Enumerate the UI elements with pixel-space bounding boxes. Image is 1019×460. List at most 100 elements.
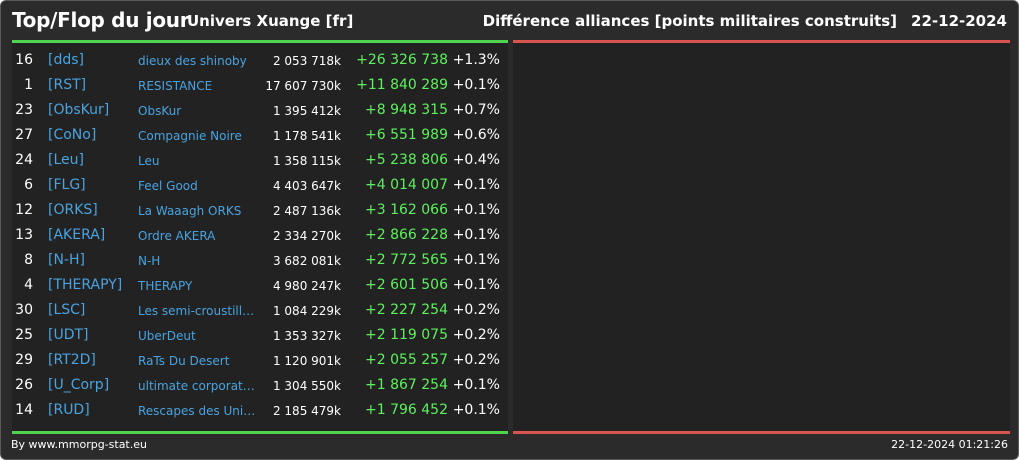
header-right: Différence alliances [points militaires … — [483, 12, 1007, 30]
table-row: 1 [RST] RESISTANCE 17 607 730k +11 840 289 +0… — [12, 73, 508, 98]
points-difference: +8 948 315 — [365, 102, 448, 118]
alliance-name-link[interactable]: ObsKur — [138, 104, 182, 118]
alliance-name-link[interactable]: Leu — [138, 154, 160, 168]
top-panel — [12, 43, 508, 431]
points-difference: +4 014 007 — [365, 177, 448, 193]
points-difference: +1 796 452 — [365, 402, 448, 418]
percent-change: +0.1% — [452, 177, 500, 193]
table-row: 24 [Leu] Leu 1 358 115k +5 238 806 +0.4% — [12, 148, 508, 173]
alliance-points: 2 487 136k — [272, 204, 341, 218]
alliance-tag-link[interactable]: [FLG] — [48, 177, 86, 193]
alliance-tag-link[interactable]: [RST] — [48, 77, 87, 93]
alliance-points: 4 980 247k — [272, 279, 341, 293]
alliance-rank: 27 — [15, 127, 33, 143]
alliance-rank: 16 — [15, 52, 33, 68]
alliance-name-link[interactable]: Ordre AKERA — [138, 229, 216, 243]
top-panel-top-bar — [12, 40, 508, 43]
alliance-rank: 8 — [24, 252, 33, 268]
percent-change: +0.2% — [452, 352, 500, 368]
percent-change: +0.4% — [452, 152, 500, 168]
page-title: Top/Flop du jour — [12, 8, 190, 32]
table-row: 8 [N-H] N-H 3 682 081k +2 772 565 +0.1% — [12, 248, 508, 273]
alliance-name-link[interactable]: RESISTANCE — [138, 79, 213, 93]
alliance-rank: 14 — [15, 402, 33, 418]
points-difference: +5 238 806 — [365, 152, 448, 168]
table-row: 26 [U_Corp] ultimate corporation 1 304 550k… — [12, 373, 508, 398]
percent-change: +0.1% — [452, 277, 500, 293]
alliance-name-link[interactable]: Les semi-croustilla... — [138, 304, 258, 318]
alliance-rank: 4 — [24, 277, 33, 293]
alliance-name-link[interactable]: Feel Good — [138, 179, 198, 193]
percent-change: +0.2% — [452, 302, 500, 318]
alliance-tag-link[interactable]: [RUD] — [48, 402, 90, 418]
alliance-name-link[interactable]: N-H — [138, 254, 161, 268]
points-difference: +2 866 228 — [365, 227, 448, 243]
alliance-tag-link[interactable]: [THERAPY] — [48, 277, 123, 293]
alliance-name-link[interactable]: Compagnie Noire — [138, 129, 242, 143]
alliance-name-link[interactable]: UberDeut — [138, 329, 196, 343]
site-credit: By www.mmorpg-stat.eu — [11, 438, 147, 451]
points-difference: +2 601 506 — [365, 277, 448, 293]
points-difference: +26 326 738 — [356, 52, 448, 68]
alliance-tag-link[interactable]: [LSC] — [48, 302, 86, 318]
alliance-points: 1 178 541k — [272, 129, 341, 143]
alliance-tag-link[interactable]: [ORKS] — [48, 202, 98, 218]
percent-change: +0.2% — [452, 327, 500, 343]
table-row: 16 [dds] dieux des shinoby 2 053 718k +26 32… — [12, 48, 508, 73]
alliance-tag-link[interactable]: [CoNo] — [48, 127, 97, 143]
alliance-rank: 6 — [24, 177, 33, 193]
table-row: 12 [ORKS] La Waaagh ORKS 2 487 136k +3 162 0… — [12, 198, 508, 223]
alliance-points: 1 353 327k — [272, 329, 341, 343]
alliance-points: 1 084 229k — [272, 304, 341, 318]
points-difference: +1 867 254 — [365, 377, 448, 393]
ranking-subtitle: Différence alliances [points militaires … — [482, 12, 898, 30]
alliance-name-link[interactable]: Rescapes des Univ... — [138, 404, 258, 418]
percent-change: +0.6% — [452, 127, 500, 143]
points-difference: +3 162 066 — [365, 202, 448, 218]
table-row: 14 [RUD] Rescapes des Univ... 2 185 479k +1 … — [12, 398, 508, 423]
alliance-tag-link[interactable]: [UDT] — [48, 327, 89, 343]
percent-change: +0.7% — [452, 102, 500, 118]
alliance-points: 1 304 550k — [272, 379, 341, 393]
alliance-name-link[interactable]: THERAPY — [138, 279, 193, 293]
table-row: 27 [CoNo] Compagnie Noire 1 178 541k +6 551 … — [12, 123, 508, 148]
top-list: 16 [dds] dieux des shinoby 2 053 718k +26 32… — [12, 48, 508, 423]
alliance-rank: 25 — [15, 327, 33, 343]
percent-change: +1.3% — [452, 52, 500, 68]
flop-panel-bottom-bar — [513, 431, 1010, 434]
alliance-tag-link[interactable]: [dds] — [48, 52, 84, 68]
points-difference: +11 840 289 — [356, 77, 448, 93]
points-difference: +6 551 989 — [365, 127, 448, 143]
alliance-name-link[interactable]: RaTs Du Desert — [138, 354, 230, 368]
alliance-name-link[interactable]: dieux des shinoby — [138, 54, 247, 68]
percent-change: +0.1% — [452, 227, 500, 243]
alliance-tag-link[interactable]: [ObsKur] — [48, 102, 110, 118]
alliance-points: 1 120 901k — [272, 354, 341, 368]
alliance-points: 1 358 115k — [272, 154, 341, 168]
points-difference: +2 772 565 — [365, 252, 448, 268]
percent-change: +0.1% — [452, 402, 500, 418]
table-row: 6 [FLG] Feel Good 4 403 647k +4 014 007 +0.1% — [12, 173, 508, 198]
alliance-name-link[interactable]: ultimate corporation — [138, 379, 258, 393]
flop-panel-top-bar — [513, 40, 1010, 43]
points-difference: +2 119 075 — [365, 327, 448, 343]
alliance-name-link[interactable]: La Waaagh ORKS — [138, 204, 242, 218]
alliance-tag-link[interactable]: [Leu] — [48, 152, 84, 168]
alliance-tag-link[interactable]: [N-H] — [48, 252, 85, 268]
table-row: 13 [AKERA] Ordre AKERA 2 334 270k +2 866 228… — [12, 223, 508, 248]
alliance-tag-link[interactable]: [RT2D] — [48, 352, 96, 368]
generated-timestamp: 22-12-2024 01:21:26 — [891, 438, 1008, 451]
alliance-points: 3 682 081k — [272, 254, 341, 268]
alliance-rank: 29 — [15, 352, 33, 368]
alliance-rank: 30 — [15, 302, 33, 318]
percent-change: +0.1% — [452, 252, 500, 268]
points-difference: +2 227 254 — [365, 302, 448, 318]
alliance-points: 2 185 479k — [272, 404, 341, 418]
alliance-points: 4 403 647k — [272, 179, 341, 193]
alliance-rank: 1 — [24, 77, 33, 93]
universe-label: Univers Xuange [fr] — [187, 12, 354, 30]
alliance-tag-link[interactable]: [AKERA] — [48, 227, 106, 243]
alliance-tag-link[interactable]: [U_Corp] — [48, 377, 110, 393]
alliance-points: 1 395 412k — [272, 104, 341, 118]
